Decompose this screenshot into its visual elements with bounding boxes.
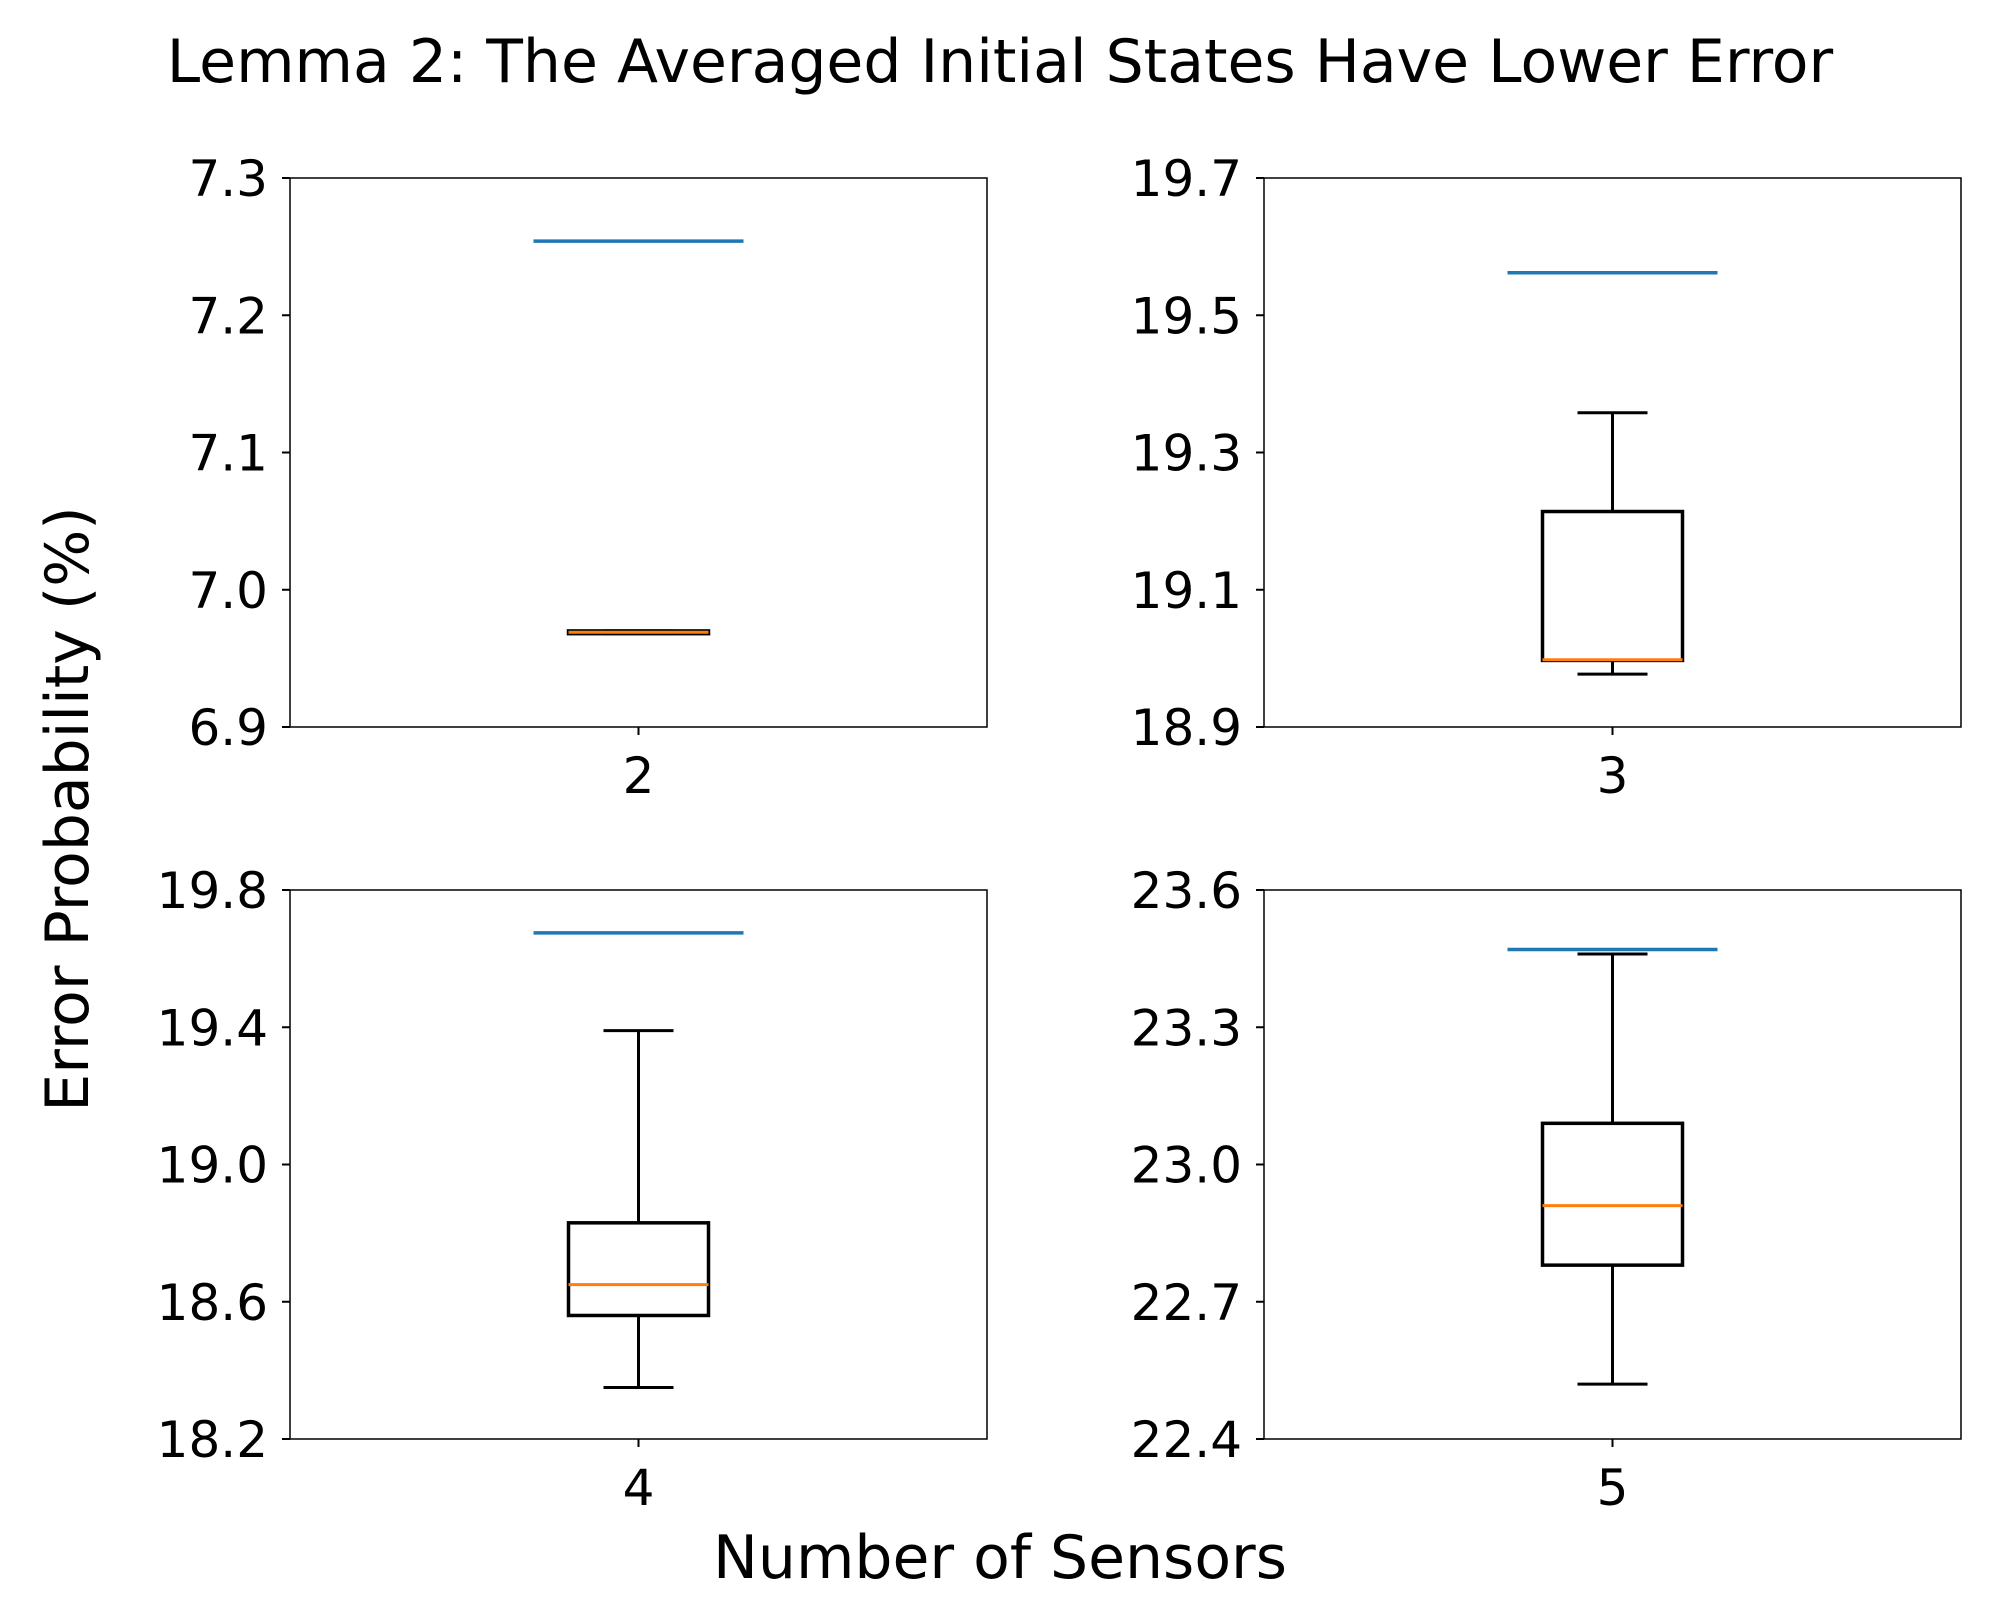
subplot-grid: 6.97.07.17.27.3218.919.119.319.519.7318.… bbox=[157, 150, 1962, 1517]
x-axis-label: Number of Sensors bbox=[713, 1523, 1287, 1593]
subplot-3: 18.9 19.1 19.3 19.5 19.7 3 bbox=[1131, 150, 1962, 805]
subplot-4: 18.2 18.6 19.0 19.4 19.8 4 bbox=[157, 862, 988, 1517]
y-tick-label: 7.0 bbox=[188, 562, 268, 620]
subplot-frame bbox=[289, 177, 988, 728]
y-tick-label: 22.7 bbox=[1131, 1274, 1242, 1332]
x-tick-label: 5 bbox=[1597, 1459, 1629, 1517]
x-tick-label: 4 bbox=[623, 1459, 655, 1517]
y-tick-label: 18.6 bbox=[157, 1274, 268, 1332]
subplot-2: 6.9 7.0 7.1 7.2 7.3 2 bbox=[188, 150, 988, 805]
y-tick-label: 19.3 bbox=[1131, 425, 1242, 483]
box-iqr bbox=[566, 1221, 711, 1318]
box-iqr bbox=[1540, 1121, 1685, 1267]
y-tick-label: 6.9 bbox=[188, 699, 268, 757]
box-iqr bbox=[1540, 509, 1685, 663]
x-tick-label: 2 bbox=[623, 747, 655, 805]
y-tick-label: 19.4 bbox=[157, 999, 268, 1057]
y-tick-label: 23.0 bbox=[1131, 1137, 1242, 1195]
y-tick-label: 23.3 bbox=[1131, 999, 1242, 1057]
y-tick-label: 7.1 bbox=[188, 425, 268, 483]
y-tick-label: 19.8 bbox=[157, 862, 268, 920]
y-tick-label: 18.2 bbox=[157, 1411, 268, 1469]
y-tick-label: 7.2 bbox=[188, 287, 268, 345]
y-tick-label: 19.7 bbox=[1131, 150, 1242, 208]
subplot-5: 22.4 22.7 23.0 23.3 23.6 5 bbox=[1131, 862, 1962, 1517]
y-tick-label: 23.6 bbox=[1131, 862, 1242, 920]
x-tick-label: 3 bbox=[1597, 747, 1629, 805]
y-tick-label: 19.0 bbox=[157, 1137, 268, 1195]
y-tick-label: 7.3 bbox=[188, 150, 268, 208]
y-tick-label: 19.5 bbox=[1131, 287, 1242, 345]
y-tick-label: 18.9 bbox=[1131, 699, 1242, 757]
y-axis-label: Error Probability (%) bbox=[33, 506, 103, 1111]
y-tick-label: 22.4 bbox=[1131, 1411, 1242, 1469]
chart-title: Lemma 2: The Averaged Initial States Hav… bbox=[167, 27, 1834, 97]
y-tick-label: 19.1 bbox=[1131, 562, 1242, 620]
